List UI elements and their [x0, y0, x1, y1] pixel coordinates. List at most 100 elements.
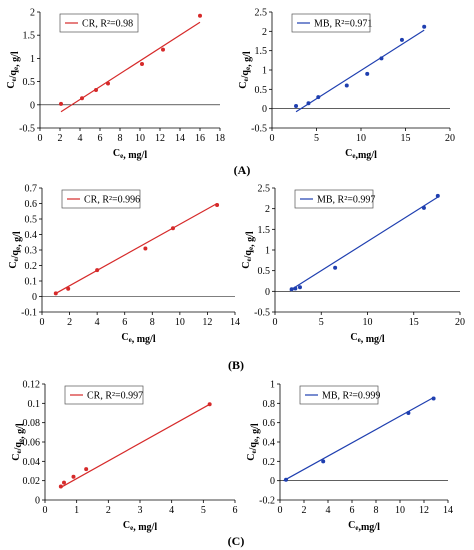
data-point — [143, 246, 148, 251]
x-tick-label: 6 — [350, 505, 355, 516]
y-tick-label: -0.5 — [251, 124, 267, 135]
y-tick-label: 1.5 — [23, 31, 36, 42]
y-tick-label: 0.3 — [25, 246, 38, 257]
fit-line — [54, 202, 218, 295]
x-tick-label: 6 — [122, 317, 127, 328]
x-tick-label: 10 — [395, 505, 405, 516]
data-point — [333, 265, 338, 270]
legend-label: CR, R²=0.996 — [84, 195, 140, 206]
data-point — [71, 474, 76, 479]
data-point — [379, 56, 384, 61]
y-tick-label: 0.5 — [258, 266, 271, 277]
data-point — [344, 83, 349, 88]
y-tick-label: -0.5 — [19, 124, 35, 135]
fit-line — [289, 196, 439, 292]
data-point — [170, 226, 175, 231]
x-tick-label: 6 — [98, 133, 103, 144]
x-tick-label: 12 — [155, 133, 165, 144]
x-tick-label: 20 — [445, 133, 455, 144]
x-axis-label: Ce, mg/l — [350, 332, 384, 345]
x-tick-label: 0 — [40, 317, 45, 328]
x-tick-label: 8 — [374, 505, 379, 516]
x-axis-label: Ce, mg/l — [123, 520, 157, 533]
data-point — [59, 101, 63, 106]
y-tick-label: 0.5 — [25, 215, 38, 226]
y-tick-label: 0.4 — [25, 230, 38, 241]
y-tick-label: 1.5 — [258, 225, 271, 236]
x-tick-label: 2 — [106, 505, 111, 516]
data-point — [140, 61, 144, 66]
data-point — [422, 24, 427, 29]
legend-box — [61, 189, 141, 209]
fit-line — [295, 29, 425, 113]
y-tick-label: -0.2 — [259, 496, 275, 507]
y-tick-label: 2.5 — [258, 184, 271, 195]
x-tick-label: 8 — [118, 133, 123, 144]
x-tick-label: 2 — [302, 505, 307, 516]
x-tick-label: 20 — [455, 317, 465, 328]
x-tick-label: 8 — [150, 317, 155, 328]
x-tick-label: 0 — [278, 505, 283, 516]
x-tick-label: 15 — [409, 317, 419, 328]
x-tick-label: 3 — [138, 505, 143, 516]
legend-box — [299, 385, 379, 405]
legend-label: CR, R²=0.997 — [87, 391, 143, 402]
x-tick-label: 5 — [201, 505, 206, 516]
y-axis-label: Ce/qe, g/l — [241, 231, 256, 269]
x-tick-label: 10 — [356, 133, 366, 144]
y-tick-label: 0.5 — [23, 77, 36, 88]
x-tick-label: 4 — [95, 317, 100, 328]
fit-line — [60, 403, 210, 488]
y-tick-label: 0 — [32, 292, 37, 303]
data-point — [297, 285, 302, 290]
x-axis-label: Ce, mg/l — [113, 148, 147, 161]
data-point — [306, 101, 311, 106]
data-point — [84, 467, 89, 472]
x-tick-label: 14 — [443, 505, 453, 516]
chart-6: 0 2 4 6 8 10 12 14-0.200.20.40.60.81Ce,mg/lCe/q… — [246, 380, 453, 534]
legend-label: MB, R²=0.971 — [314, 19, 372, 30]
y-tick-label: -0.5 — [254, 308, 270, 319]
y-tick-label: 0.04 — [23, 457, 41, 468]
data-point — [161, 47, 165, 52]
y-tick-label: 2 — [265, 204, 270, 215]
y-axis-label: Ce/qe, g/l — [8, 231, 23, 269]
y-tick-label: 0 — [30, 100, 35, 111]
x-tick-label: 0 — [270, 133, 275, 144]
x-tick-label: 10 — [363, 317, 373, 328]
data-point — [421, 205, 426, 210]
x-tick-label: 6 — [233, 505, 238, 516]
chart-4: 0 5 10 15 20-0.500.511.522.5Ce, mg/lCe/qe, g… — [241, 184, 465, 346]
x-tick-label: 0 — [38, 133, 43, 144]
fit-line — [60, 21, 201, 113]
panel-label-b: (B) — [228, 358, 244, 372]
x-tick-label: 5 — [319, 317, 324, 328]
y-tick-label: 0.2 — [263, 457, 276, 468]
y-tick-label: 2 — [30, 8, 35, 19]
legend-box — [64, 385, 144, 405]
data-point — [289, 287, 294, 292]
y-axis-label: Ce/qe, g/l — [246, 423, 261, 461]
legend-box — [291, 13, 371, 33]
legend-label: MB, R²=0.999 — [322, 391, 380, 402]
x-tick-label: 12 — [202, 317, 212, 328]
fit-line — [283, 397, 434, 482]
x-axis-label: Ce,mg/l — [348, 520, 380, 533]
x-tick-label: 0 — [273, 317, 278, 328]
data-point — [215, 203, 220, 208]
y-tick-label: 0.6 — [25, 199, 38, 210]
y-tick-label: 0.6 — [263, 418, 276, 429]
data-point — [316, 95, 321, 100]
y-tick-label: 1 — [262, 66, 267, 77]
y-tick-label: 0.12 — [23, 380, 41, 391]
y-tick-label: 0.08 — [23, 418, 41, 429]
y-axis-label: Ce/qe, g/l — [11, 423, 26, 461]
y-tick-label: 0.7 — [25, 184, 38, 195]
y-tick-label: 0 — [35, 496, 40, 507]
data-point — [435, 193, 440, 198]
y-tick-label: 1.5 — [255, 46, 268, 57]
chart-2: 0 5 10 15 20-0.500.511.522.5Ce,mg/lCe/qe, g/… — [238, 8, 455, 162]
data-point — [95, 268, 100, 273]
x-tick-label: 4 — [78, 133, 83, 144]
